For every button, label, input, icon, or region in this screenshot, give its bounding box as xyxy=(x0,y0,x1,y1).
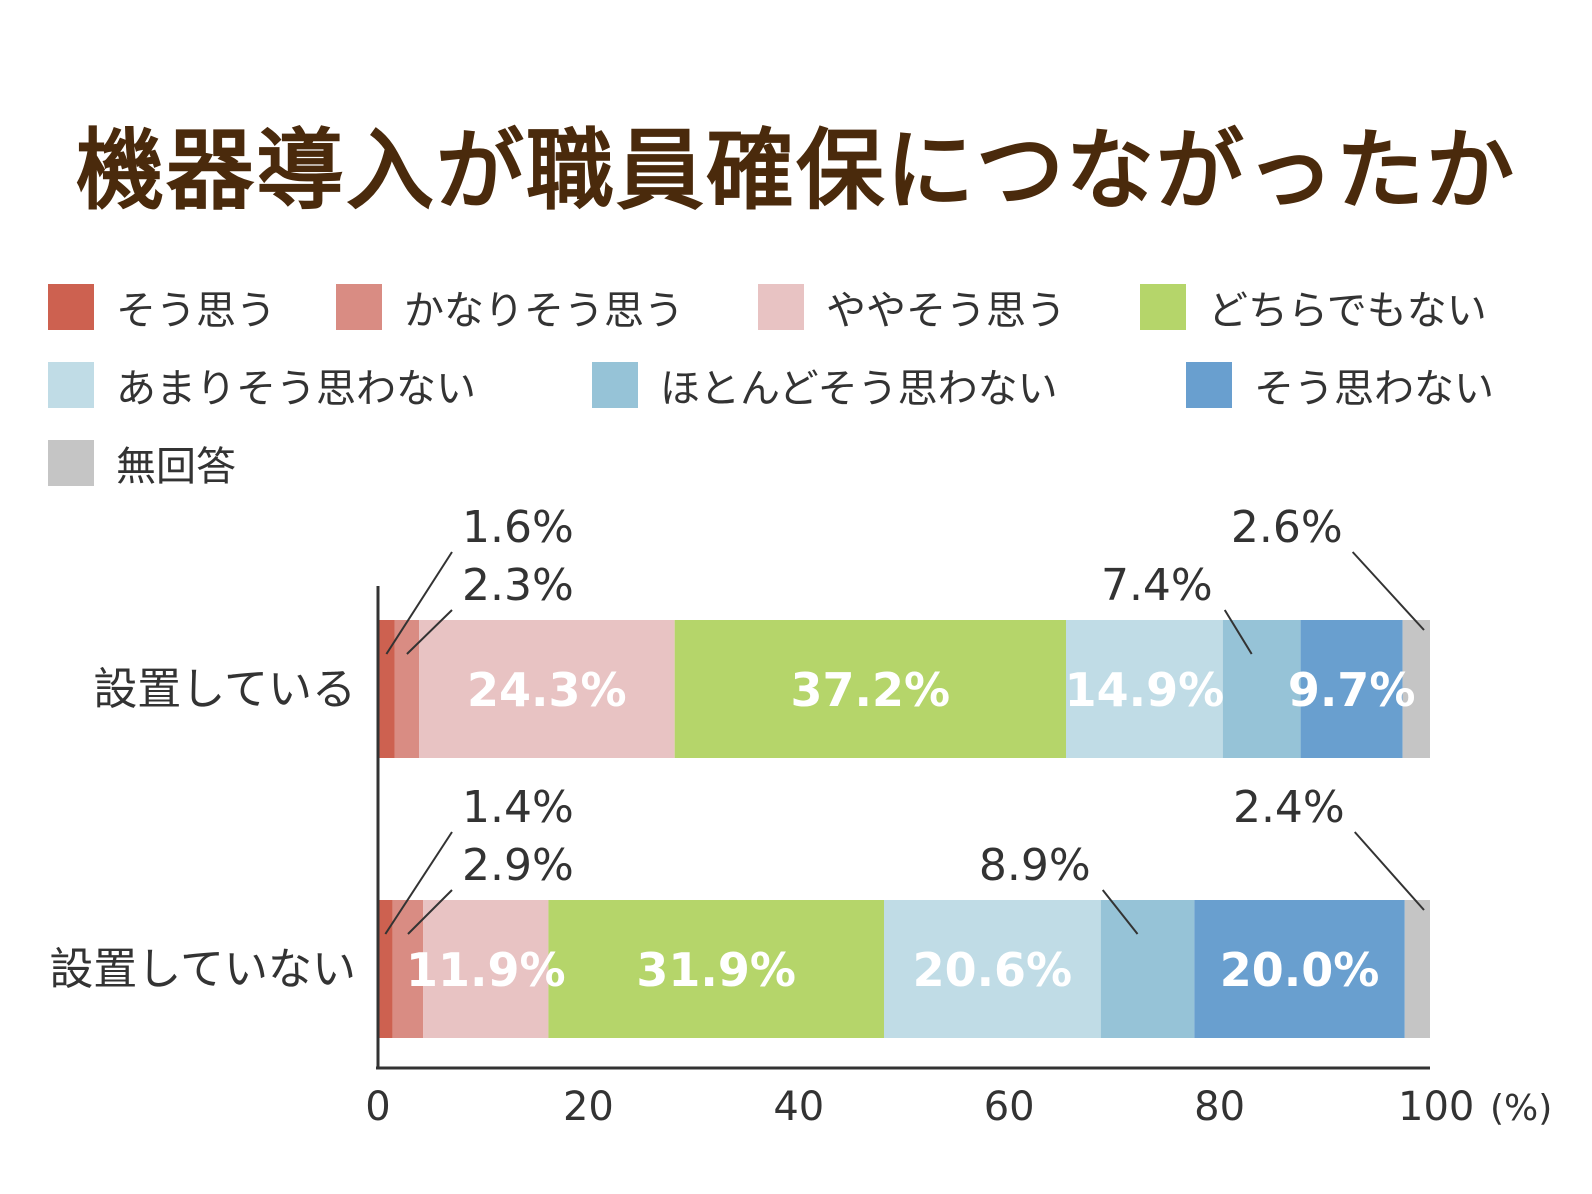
legend-label: どちらでもない xyxy=(1208,288,1487,334)
legend-swatch xyxy=(592,362,638,408)
bar-segment xyxy=(419,620,675,758)
bar-segment xyxy=(884,900,1101,1038)
data-label: 2.4% xyxy=(1233,782,1345,833)
data-label: 24.3% xyxy=(467,663,627,717)
data-label: 1.4% xyxy=(462,782,574,833)
x-axis-unit: (%) xyxy=(1490,1088,1552,1129)
x-tick-label: 80 xyxy=(1194,1084,1245,1130)
bar-segment xyxy=(394,620,420,758)
bar-segment xyxy=(674,620,1067,758)
data-label: 8.9% xyxy=(979,840,1091,891)
bar-segment xyxy=(1404,900,1430,1038)
chart-title: 機器導入が職員確保につながったか xyxy=(75,119,1516,222)
bar-segment xyxy=(1222,620,1301,758)
leader-line xyxy=(407,889,453,935)
x-tick-label: 0 xyxy=(365,1084,390,1130)
category-label: 設置していない xyxy=(49,944,356,995)
legend-swatch xyxy=(1140,284,1186,330)
legend-label: そう思わない xyxy=(1254,366,1494,412)
bar-segment xyxy=(548,900,885,1038)
legend-swatch xyxy=(758,284,804,330)
category-label: 設置している xyxy=(93,664,356,715)
x-tick-label: 20 xyxy=(563,1084,614,1130)
data-label: 7.4% xyxy=(1101,560,1213,611)
bar-segment xyxy=(1300,620,1403,758)
leader-line xyxy=(384,831,453,935)
leader-line xyxy=(1101,889,1139,935)
legend-item-amari-sou-omowanai: あまりそう思わない xyxy=(48,360,476,412)
legend-label: ややそう思う xyxy=(826,288,1066,334)
legend-item-sou-omowanai: そう思わない xyxy=(1186,360,1494,412)
legend-item-mukaitou: 無回答 xyxy=(48,438,236,490)
leader-line xyxy=(385,551,453,655)
data-label: 14.9% xyxy=(1065,663,1225,717)
legend-swatch xyxy=(1186,362,1232,408)
legend: そう思う かなりそう思う ややそう思う どちらでもない あまりそう思わない ほと… xyxy=(48,282,1558,502)
legend-item-hotondo-sou-omowanai: ほとんどそう思わない xyxy=(592,360,1058,412)
data-label: 37.2% xyxy=(791,663,951,717)
legend-label: 無回答 xyxy=(116,444,236,490)
x-tick-label: 40 xyxy=(773,1084,824,1130)
data-label: 2.9% xyxy=(462,840,574,891)
bar-segment xyxy=(1066,620,1223,758)
bar-segment xyxy=(378,620,395,758)
data-label: 11.9% xyxy=(406,943,566,997)
bar-segment xyxy=(1194,900,1405,1038)
bar-segment xyxy=(423,900,549,1038)
legend-label: そう思う xyxy=(116,288,276,334)
data-label: 20.6% xyxy=(913,943,1073,997)
legend-swatch xyxy=(336,284,382,330)
data-label: 9.7% xyxy=(1288,663,1416,717)
data-label: 1.6% xyxy=(462,502,574,553)
x-tick-label: 60 xyxy=(984,1084,1035,1130)
data-label: 2.6% xyxy=(1231,502,1343,553)
legend-label: ほとんどそう思わない xyxy=(660,366,1058,412)
bar-segment xyxy=(1100,900,1195,1038)
legend-item-dochira-demo-nai: どちらでもない xyxy=(1140,282,1487,334)
leader-line xyxy=(1351,551,1425,631)
data-label: 2.3% xyxy=(462,560,574,611)
bar-segment xyxy=(1402,620,1430,758)
legend-swatch xyxy=(48,284,94,330)
data-label: 31.9% xyxy=(636,943,796,997)
x-tick-label: 100 xyxy=(1398,1084,1474,1130)
legend-label: かなりそう思う xyxy=(404,288,684,334)
legend-item-kanari-sou-omou: かなりそう思う xyxy=(336,282,684,334)
data-label: 20.0% xyxy=(1220,943,1380,997)
leader-line xyxy=(1354,831,1425,911)
legend-swatch xyxy=(48,440,94,486)
legend-item-sou-omou: そう思う xyxy=(48,282,276,334)
bar-segment xyxy=(378,900,393,1038)
legend-label: あまりそう思わない xyxy=(116,366,476,412)
leader-line xyxy=(406,609,453,655)
legend-swatch xyxy=(48,362,94,408)
legend-item-yaya-sou-omou: ややそう思う xyxy=(758,282,1066,334)
leader-line xyxy=(1223,609,1253,655)
